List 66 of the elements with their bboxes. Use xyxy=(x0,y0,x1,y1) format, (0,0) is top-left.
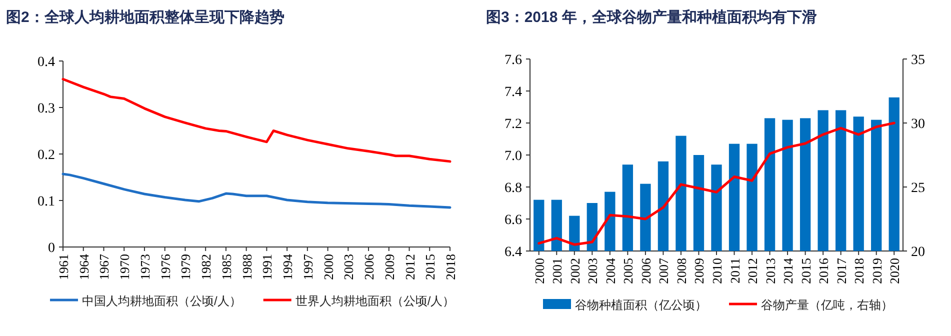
chart-title: 图2：全球人均耕地面积整体呈现下降趋势 xyxy=(6,9,284,26)
y-tick-label: 0.4 xyxy=(38,55,55,70)
line-series xyxy=(62,172,452,209)
x-tick-label: 2006 xyxy=(638,258,654,284)
x-tick-label: 1979 xyxy=(178,254,194,280)
x-tick-label: 2005 xyxy=(620,258,636,284)
legend-label: 谷物产量（亿吨，右轴） xyxy=(761,298,893,312)
x-tick-label: 2020 xyxy=(887,258,902,284)
legend-label: 世界人均耕地面积（公顷/人） xyxy=(295,294,455,308)
y-tick-label: 6.4 xyxy=(504,245,522,260)
x-tick-label: 2006 xyxy=(362,254,377,280)
x-tick-label: 2007 xyxy=(656,258,672,284)
y-tick-label: 0.1 xyxy=(38,194,55,210)
y2-tick-label: 35 xyxy=(911,53,925,68)
chart-title: 图3：2018 年，全球谷物产量和种植面积均有下滑 xyxy=(486,9,817,26)
x-tick-label: 2009 xyxy=(382,254,397,280)
x-tick-label: 2004 xyxy=(602,258,618,284)
x-tick-label: 1973 xyxy=(137,254,152,280)
x-tick-label: 2009 xyxy=(692,258,707,284)
x-tick-label: 1967 xyxy=(96,254,112,280)
y-tick-label: 7.2 xyxy=(504,117,522,132)
y-tick-label: 6.6 xyxy=(504,213,522,228)
x-tick-label: 1970 xyxy=(117,254,132,280)
x-tick-label: 1982 xyxy=(198,254,214,280)
x-tick-label: 2003 xyxy=(585,258,600,284)
x-tick-label: 2011 xyxy=(727,258,742,284)
x-tick-label: 2015 xyxy=(798,258,814,284)
x-tick-label: 2013 xyxy=(762,258,778,284)
y-tick-label: 7.0 xyxy=(504,149,522,164)
y2-tick-label: 20 xyxy=(911,245,925,260)
y-tick-label: 6.8 xyxy=(504,181,522,196)
x-tick-label: 1976 xyxy=(158,254,173,280)
x-tick-label: 2012 xyxy=(402,254,418,280)
x-tick-label: 2010 xyxy=(710,258,724,284)
y2-tick-label: 30 xyxy=(911,117,925,132)
y-tick-label: 7.6 xyxy=(504,53,522,68)
x-tick-label: 2017 xyxy=(834,258,849,284)
x-tick-label: 2014 xyxy=(780,258,796,284)
x-tick-label: 2015 xyxy=(422,254,438,280)
line-series xyxy=(538,122,896,246)
y2-tick-label: 25 xyxy=(911,181,925,196)
x-tick-label: 1988 xyxy=(239,254,254,280)
x-tick-label: 2001 xyxy=(550,258,565,284)
x-tick-label: 1961 xyxy=(56,254,71,280)
x-tick-label: 2016 xyxy=(816,258,832,284)
line-series xyxy=(62,78,452,163)
x-tick-label: 1994 xyxy=(280,254,296,280)
x-tick-label: 2000 xyxy=(532,258,547,284)
y-tick-label: 0.3 xyxy=(38,102,55,116)
x-tick-label: 2019 xyxy=(869,258,884,284)
x-tick-label: 2000 xyxy=(320,254,336,280)
x-tick-label: 2018 xyxy=(852,258,867,284)
y-tick-label: 0 xyxy=(48,241,55,256)
x-tick-label: 2008 xyxy=(674,258,689,284)
legend-label: 中国人均耕地面积（公顷/人） xyxy=(82,294,242,308)
y-tick-label: 0.2 xyxy=(38,148,55,163)
x-tick-label: 2018 xyxy=(443,254,458,280)
legend-label: 谷物种植面积（亿公顷） xyxy=(575,298,707,312)
x-tick-label: 1964 xyxy=(76,254,92,280)
x-tick-label: 1991 xyxy=(260,254,275,280)
x-tick-label: 2012 xyxy=(745,258,760,284)
y-tick-label: 7.4 xyxy=(504,85,522,100)
x-tick-label: 1985 xyxy=(218,254,234,280)
x-tick-label: 1997 xyxy=(300,254,316,280)
x-tick-label: 2003 xyxy=(341,254,356,280)
x-tick-label: 2002 xyxy=(567,258,582,284)
